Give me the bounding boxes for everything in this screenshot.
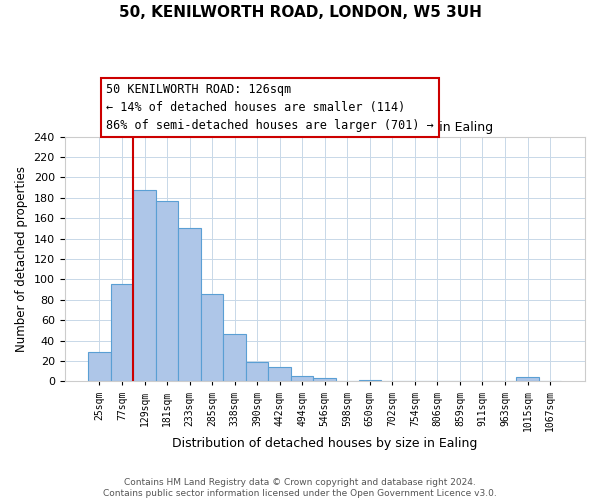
Bar	[516, 377, 539, 382]
X-axis label: Distribution of detached houses by size in Ealing: Distribution of detached houses by size …	[172, 437, 478, 450]
Bar	[133, 190, 156, 382]
Bar	[201, 294, 223, 382]
Bar	[246, 362, 268, 382]
Y-axis label: Number of detached properties: Number of detached properties	[15, 166, 28, 352]
Text: Contains HM Land Registry data © Crown copyright and database right 2024.
Contai: Contains HM Land Registry data © Crown c…	[103, 478, 497, 498]
Text: 50, KENILWORTH ROAD, LONDON, W5 3UH: 50, KENILWORTH ROAD, LONDON, W5 3UH	[119, 5, 481, 20]
Bar	[156, 201, 178, 382]
Bar	[88, 352, 111, 382]
Title: Size of property relative to detached houses in Ealing: Size of property relative to detached ho…	[157, 121, 493, 134]
Bar	[313, 378, 336, 382]
Bar	[178, 228, 201, 382]
Bar	[268, 367, 291, 382]
Bar	[111, 284, 133, 382]
Text: 50 KENILWORTH ROAD: 126sqm
← 14% of detached houses are smaller (114)
86% of sem: 50 KENILWORTH ROAD: 126sqm ← 14% of deta…	[106, 83, 434, 132]
Bar	[291, 376, 313, 382]
Bar	[223, 334, 246, 382]
Bar	[359, 380, 381, 382]
